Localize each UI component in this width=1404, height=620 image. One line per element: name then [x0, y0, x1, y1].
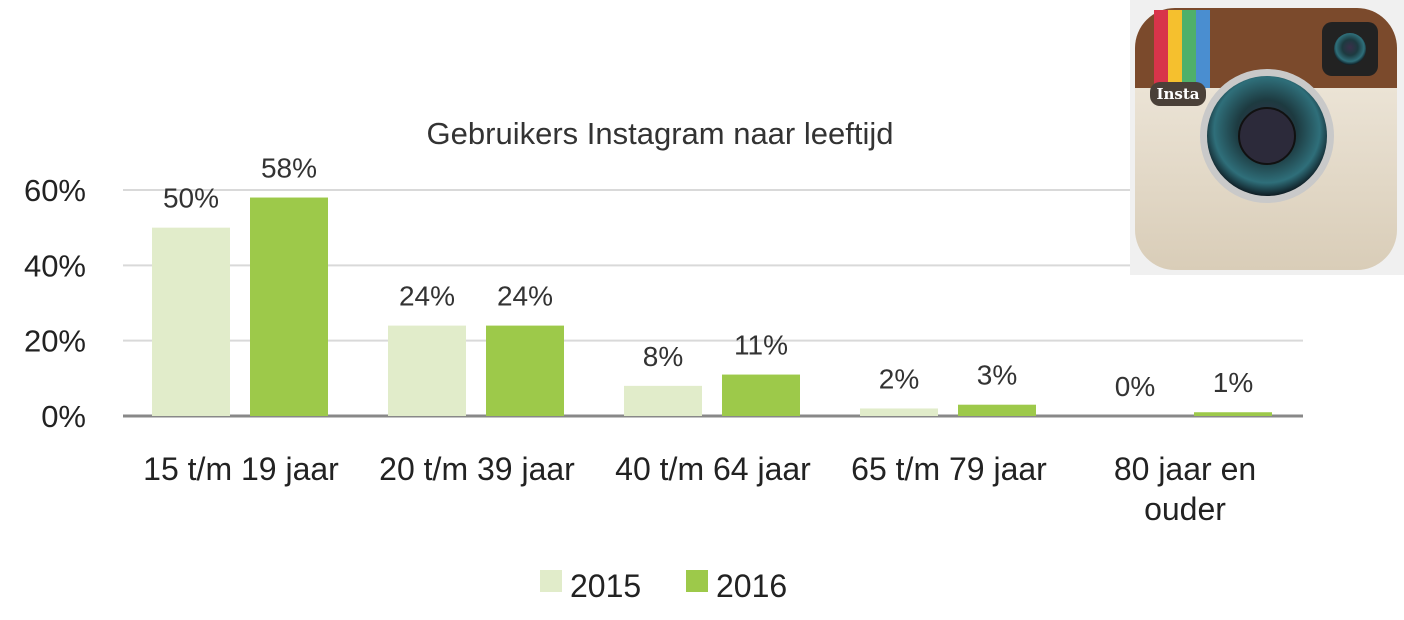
y-tick-label: 60%: [24, 173, 86, 208]
data-label: 24%: [399, 281, 455, 312]
bar-2016: [250, 197, 328, 416]
data-label: 50%: [163, 183, 219, 214]
legend-swatch-2015: [540, 570, 562, 592]
bar-2016: [486, 325, 564, 416]
legend-label-2016: 2016: [716, 568, 787, 604]
data-label: 0%: [1115, 371, 1155, 402]
y-tick-label: 40%: [24, 248, 86, 283]
x-tick-label: 15 t/m 19 jaar: [143, 451, 339, 487]
data-label: 24%: [497, 281, 553, 312]
data-label: 1%: [1213, 367, 1253, 398]
data-label: 3%: [977, 360, 1017, 391]
y-tick-label: 20%: [24, 324, 86, 359]
bar-2015: [152, 227, 230, 416]
instagram-logo: Insta: [1130, 0, 1404, 275]
legend-label-2015: 2015: [570, 568, 641, 604]
data-label: 11%: [734, 330, 788, 361]
x-tick-label: 80 jaar en: [1114, 451, 1256, 487]
x-tick-label: 40 t/m 64 jaar: [615, 451, 811, 487]
legend-swatch-2016: [686, 570, 708, 592]
x-tick-label: ouder: [1144, 491, 1226, 527]
data-label: 2%: [879, 363, 919, 394]
bar-2015: [388, 325, 466, 416]
bar-2015: [860, 408, 938, 416]
y-tick-label: 0%: [41, 399, 86, 434]
data-label: 8%: [643, 341, 683, 372]
x-tick-label: 20 t/m 39 jaar: [379, 451, 575, 487]
bar-2016: [958, 404, 1036, 416]
chart-title: Gebruikers Instagram naar leeftijd: [427, 116, 894, 151]
svg-text:Insta: Insta: [1156, 85, 1199, 103]
bar-2015: [624, 385, 702, 416]
bar-2016: [722, 374, 800, 416]
x-tick-label: 65 t/m 79 jaar: [851, 451, 1047, 487]
data-label: 58%: [261, 153, 317, 184]
bar-2016: [1194, 412, 1272, 416]
